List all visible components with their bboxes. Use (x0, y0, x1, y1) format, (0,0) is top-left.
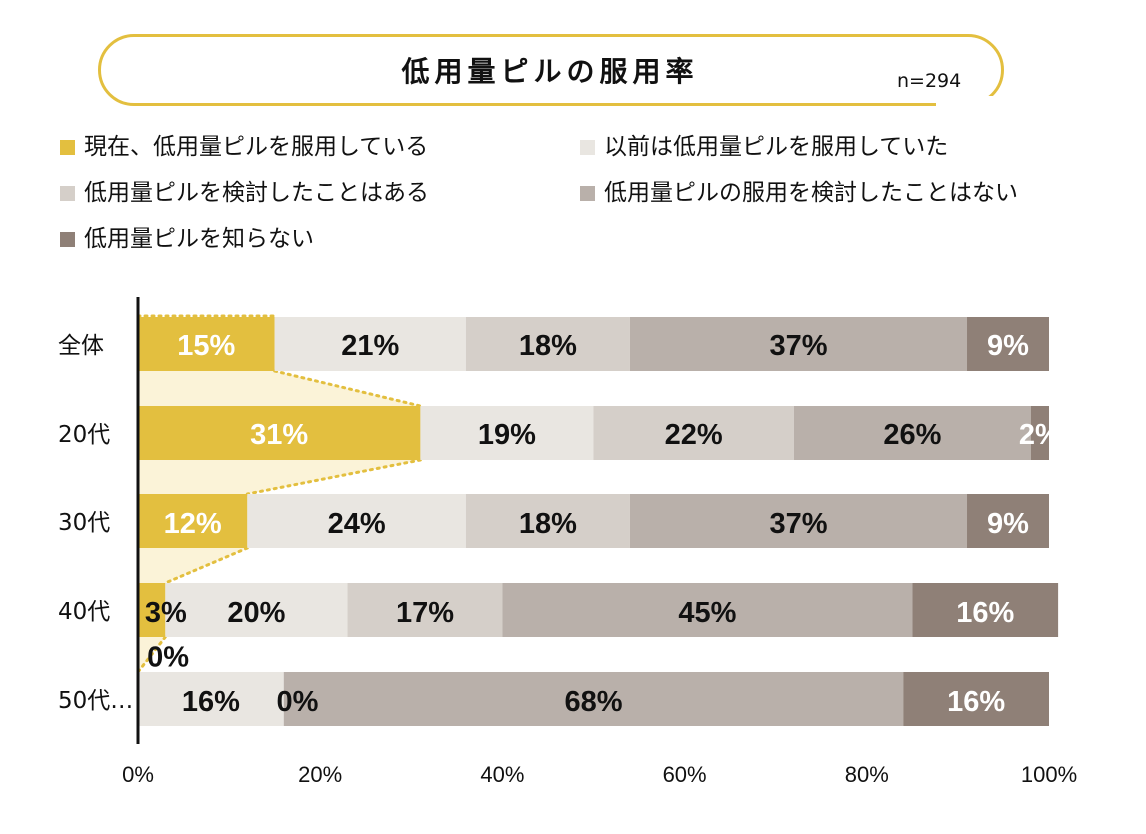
legend-label: 低用量ピルの服用を検討したことはない (604, 180, 1018, 206)
segment-value-label: 21% (341, 330, 399, 362)
segment-value-label: 9% (987, 508, 1029, 540)
highlight-connector (136, 635, 167, 674)
x-tick-label: 80% (845, 762, 889, 787)
legend-swatch (60, 186, 75, 201)
segment-value-label: 37% (769, 508, 827, 540)
segment-value-label: 22% (665, 419, 723, 451)
highlight-connector (163, 546, 249, 585)
bar-segment (138, 672, 284, 726)
legend-item: 低用量ピルを検討したことはある (60, 178, 429, 208)
segment-value-label: 45% (678, 597, 736, 629)
x-tick-label: 100% (1021, 762, 1077, 787)
legend-label: 現在、低用量ピルを服用している (84, 134, 429, 160)
category-label: 40代 (58, 599, 110, 625)
segment-value-label: 31% (250, 419, 308, 451)
bar-segment (247, 494, 466, 548)
segment-value-label: 0% (276, 686, 318, 718)
bar-segment (912, 583, 1059, 637)
x-tick-label: 0% (122, 762, 154, 787)
segment-value-label: 68% (564, 686, 622, 718)
bar-segment (593, 406, 794, 460)
legend-label: 以前は低用量ピルを服用していた (604, 134, 949, 160)
bar-segment (347, 583, 503, 637)
bar-segment (502, 583, 913, 637)
x-tick-label: 40% (480, 762, 524, 787)
segment-value-label: 15% (177, 330, 235, 362)
legend-label: 低用量ピルを検討したことはある (84, 180, 429, 206)
category-label: 全体 (58, 333, 104, 359)
bar-segment (420, 406, 594, 460)
bar-segment (465, 494, 630, 548)
bar-segment (903, 672, 1049, 726)
x-tick-label: 20% (298, 762, 342, 787)
x-tick-label: 60% (663, 762, 707, 787)
sample-size: n=294 (897, 70, 962, 92)
bar-segment (138, 406, 421, 460)
segment-value-label: 20% (227, 597, 285, 629)
segment-value-label: 16% (956, 597, 1014, 629)
segment-value-label: 26% (883, 419, 941, 451)
highlight-wedge (138, 548, 248, 583)
legend-swatch (60, 140, 75, 155)
legend-item: 現在、低用量ピルを服用している (60, 132, 428, 162)
bar-segment (629, 317, 968, 371)
bar-segment (138, 583, 166, 637)
segment-value-label: 9% (987, 330, 1029, 362)
segment-value-label: 17% (396, 597, 454, 629)
x-tick-labels: 0% 20% 40% 60% 80% 100% (122, 762, 1077, 787)
highlight-connector (245, 458, 422, 496)
segment-value-label: 12% (164, 508, 222, 540)
segment-value-label: 24% (328, 508, 386, 540)
segment-value-label: 19% (478, 419, 536, 451)
bars (138, 317, 1059, 726)
bar-segment (967, 317, 1049, 371)
legend-label: 低用量ピルを知らない (84, 226, 314, 252)
legend-item: 低用量ピルを知らない (60, 224, 314, 254)
category-label: 30代 (58, 510, 110, 536)
legend-item: 以前は低用量ピルを服用していた (580, 132, 948, 162)
legend-swatch (580, 140, 595, 155)
category-label: 50代… (58, 688, 133, 714)
bar-segment (967, 494, 1049, 548)
segment-value-label: 37% (769, 330, 827, 362)
highlight-wedge (138, 371, 421, 406)
bar-segment (1030, 406, 1049, 460)
bar-segment (274, 317, 466, 371)
category-label: 20代 (58, 422, 110, 448)
highlight-wedge (138, 637, 166, 672)
legend-swatch (60, 232, 75, 247)
bar-segment (165, 583, 348, 637)
bar-segment (465, 317, 630, 371)
category-labels: 全体 20代 30代 40代 50代… (58, 333, 133, 714)
segment-value-label: 18% (519, 508, 577, 540)
bar-segment (138, 494, 248, 548)
segment-value-label: 2% (1019, 419, 1061, 451)
segment-value-label: 18% (519, 330, 577, 362)
chart-title: 低用量ピルの服用率 (401, 55, 699, 88)
bar-segment (138, 317, 275, 371)
title-frame (98, 34, 1018, 106)
legend-swatch (580, 186, 595, 201)
highlight-connector (273, 369, 422, 408)
bar-segment (283, 672, 904, 726)
bar-segment (629, 494, 968, 548)
segment-value-label: 16% (182, 686, 240, 718)
segment-value-label: 16% (947, 686, 1005, 718)
bar-segment (793, 406, 1031, 460)
highlight-wedge (138, 460, 421, 494)
segment-value-label: 0% (147, 642, 189, 674)
segment-value-label: 3% (145, 597, 187, 629)
highlight-connectors (136, 314, 422, 674)
legend-item: 低用量ピルの服用を検討したことはない (580, 178, 1018, 208)
segment-labels: 15% 21% 18% 37% 9% 31% 19% 22% 26% 2% 12% 24% 18% 37%… (145, 330, 1061, 718)
